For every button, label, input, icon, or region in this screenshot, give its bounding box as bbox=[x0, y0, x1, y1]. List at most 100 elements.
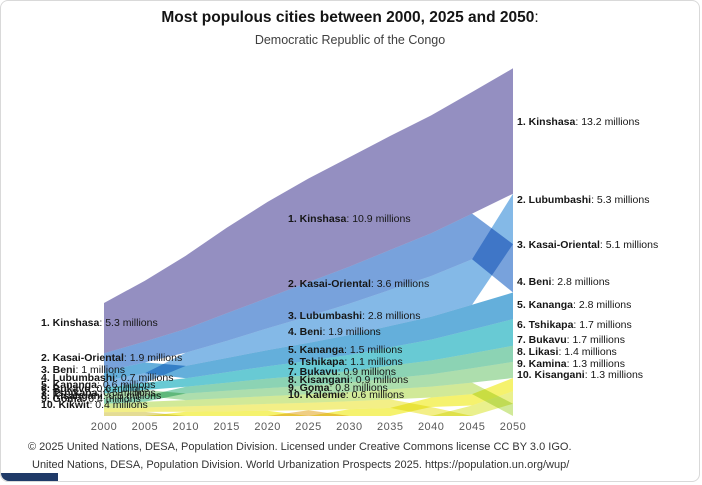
bottom-navy-strip bbox=[1, 473, 58, 481]
rank-label-2000-7: 7. Tshikapa: 0.5 millions bbox=[41, 387, 156, 399]
city-value: : 1.7 millions bbox=[573, 319, 632, 331]
x-tick-2030: 2030 bbox=[336, 421, 363, 433]
rank-label-2025-5: 5. Kananga: 1.5 millions bbox=[288, 344, 402, 356]
stream-band-kinshasa bbox=[104, 68, 513, 354]
city-name: 3. Lubumbashi bbox=[288, 310, 363, 322]
city-name: 2. Kasai-Oriental bbox=[288, 278, 371, 290]
city-value: : 2.8 millions bbox=[362, 310, 421, 322]
rank-label-2050-2: 2. Lubumbashi: 5.3 millions bbox=[517, 194, 649, 206]
city-name: 4. Lubumbashi bbox=[41, 372, 116, 384]
rank-label-2050-1: 1. Kinshasa: 13.2 millions bbox=[517, 116, 640, 128]
city-value: : 3.6 millions bbox=[370, 278, 430, 290]
city-name: 6. Bukavu bbox=[41, 383, 91, 395]
title-text: Most populous cities between 2000, 2025 … bbox=[161, 9, 535, 26]
city-value: : 1.9 millions bbox=[322, 326, 381, 338]
x-tick-2000: 2000 bbox=[90, 421, 118, 433]
rank-label-2050-9: 9. Kamina: 1.3 millions bbox=[517, 358, 625, 370]
city-name: 9. Kamina bbox=[517, 358, 567, 370]
rank-label-2000-9: 9. Goma: 0.4 millions bbox=[41, 393, 141, 405]
city-name: 3. Kasai-Oriental bbox=[517, 239, 600, 251]
city-value: : 0.6 millions bbox=[345, 389, 405, 401]
rank-label-2050-10: 10. Kisangani: 1.3 millions bbox=[517, 369, 643, 381]
city-value: : 0.9 millions bbox=[349, 374, 409, 386]
city-value: : 1.4 millions bbox=[558, 346, 617, 358]
rank-label-2050-4: 4. Beni: 2.8 millions bbox=[517, 276, 610, 288]
city-name: 9. Goma bbox=[288, 382, 330, 394]
city-value: : 1.7 millions bbox=[566, 334, 625, 346]
rank-label-2000-10: 10. Kikwit: 0.4 millions bbox=[41, 399, 148, 411]
city-value: : 0.6 millions bbox=[97, 379, 156, 391]
stream-band-lubumbashi bbox=[104, 193, 513, 388]
x-tick-2040: 2040 bbox=[417, 421, 445, 433]
city-name: 1. Kinshasa bbox=[288, 213, 347, 225]
stream-band-kamina bbox=[390, 391, 513, 416]
city-name: 5. Kananga bbox=[517, 299, 574, 311]
city-name: 6. Tshikapa bbox=[288, 356, 345, 368]
stream-band-kananga bbox=[104, 319, 513, 394]
stream-band-kalemie bbox=[226, 410, 350, 416]
city-name: 8. Kisangani bbox=[41, 390, 103, 402]
rank-label-2000-4: 4. Lubumbashi: 0.7 millions bbox=[41, 372, 173, 384]
page-title: Most populous cities between 2000, 2025 … bbox=[1, 9, 699, 27]
rank-label-2000-3: 3. Beni: 1 millions bbox=[41, 364, 125, 376]
city-name: 3. Beni bbox=[41, 364, 76, 376]
stream-band-bukavu bbox=[104, 361, 513, 401]
city-value: : 5.1 millions bbox=[599, 239, 659, 251]
city-name: 8. Kisangani bbox=[288, 374, 350, 386]
city-name: 4. Beni bbox=[288, 326, 323, 338]
city-name: 7. Tshikapa bbox=[41, 387, 98, 399]
city-value: : 1.1 millions bbox=[344, 356, 403, 368]
city-value: : 0.7 millions bbox=[115, 372, 174, 384]
city-value: : 1.3 millions bbox=[584, 369, 644, 381]
city-value: : 0.4 millions bbox=[82, 393, 141, 405]
x-tick-2045: 2045 bbox=[458, 421, 486, 433]
city-name: 2. Kasai-Oriental bbox=[41, 352, 124, 364]
rank-label-2050-5: 5. Kananga: 2.8 millions bbox=[517, 299, 631, 311]
rank-label-2025-9: 9. Goma: 0.8 millions bbox=[288, 382, 388, 394]
city-name: 7. Bukavu bbox=[288, 366, 338, 378]
x-tick-2005: 2005 bbox=[131, 421, 159, 433]
city-value: : 1.5 millions bbox=[344, 344, 403, 356]
city-name: 4. Beni bbox=[517, 276, 552, 288]
city-value: : 1 millions bbox=[75, 364, 126, 376]
stream-band-tshikapa bbox=[104, 345, 513, 404]
city-name: 10. Kisangani bbox=[517, 369, 585, 381]
city-value: : 0.8 millions bbox=[329, 382, 388, 394]
city-name: 5. Kananga bbox=[41, 379, 98, 391]
rank-label-2050-7: 7. Bukavu: 1.7 millions bbox=[517, 334, 625, 346]
rank-label-2025-4: 4. Beni: 1.9 millions bbox=[288, 326, 381, 338]
city-name: 2. Lubumbashi bbox=[517, 194, 592, 206]
city-value: : 10.9 millions bbox=[346, 213, 411, 225]
rank-label-2000-1: 1. Kinshasa: 5.3 millions bbox=[41, 317, 158, 329]
stream-band-goma bbox=[104, 399, 513, 416]
rank-label-2025-7: 7. Bukavu: 0.9 millions bbox=[288, 366, 396, 378]
city-name: 9. Goma bbox=[41, 393, 83, 405]
footer-license: © 2025 United Nations, DESA, Population … bbox=[28, 441, 572, 453]
x-tick-2035: 2035 bbox=[377, 421, 404, 433]
city-name: 1. Kinshasa bbox=[41, 317, 100, 329]
stream-band-kikwit bbox=[104, 411, 186, 416]
rank-label-2000-6: 6. Bukavu: 0.6 millions bbox=[41, 383, 149, 395]
rank-label-2025-1: 1. Kinshasa: 10.9 millions bbox=[288, 213, 411, 225]
x-tick-2025: 2025 bbox=[295, 421, 322, 433]
stream-band-kasai-oriental bbox=[104, 213, 513, 372]
city-name: 5. Kananga bbox=[288, 344, 345, 356]
city-value: : 2.8 millions bbox=[551, 276, 610, 288]
page-subtitle: Democratic Republic of the Congo bbox=[254, 33, 446, 47]
city-name: 10. Kalemie bbox=[288, 389, 346, 401]
rank-label-2000-5: 5. Kananga: 0.6 millions bbox=[41, 379, 155, 391]
city-value: : 5.3 millions bbox=[99, 317, 158, 329]
rank-label-2025-2: 2. Kasai-Oriental: 3.6 millions bbox=[288, 278, 429, 290]
stream-band-kisangani bbox=[104, 382, 513, 416]
city-value: : 2.8 millions bbox=[573, 299, 632, 311]
rank-label-2050-8: 8. Likasi: 1.4 millions bbox=[517, 346, 617, 358]
city-value: : 0.9 millions bbox=[337, 366, 396, 378]
city-value: : 0.4 millions bbox=[89, 399, 148, 411]
rank-label-2050-6: 6. Tshikapa: 1.7 millions bbox=[517, 319, 632, 331]
x-tick-2050: 2050 bbox=[499, 421, 527, 433]
stream-band-beni bbox=[104, 292, 513, 381]
rank-label-2000-8: 8. Kisangani: 0.5 millions bbox=[41, 390, 161, 402]
